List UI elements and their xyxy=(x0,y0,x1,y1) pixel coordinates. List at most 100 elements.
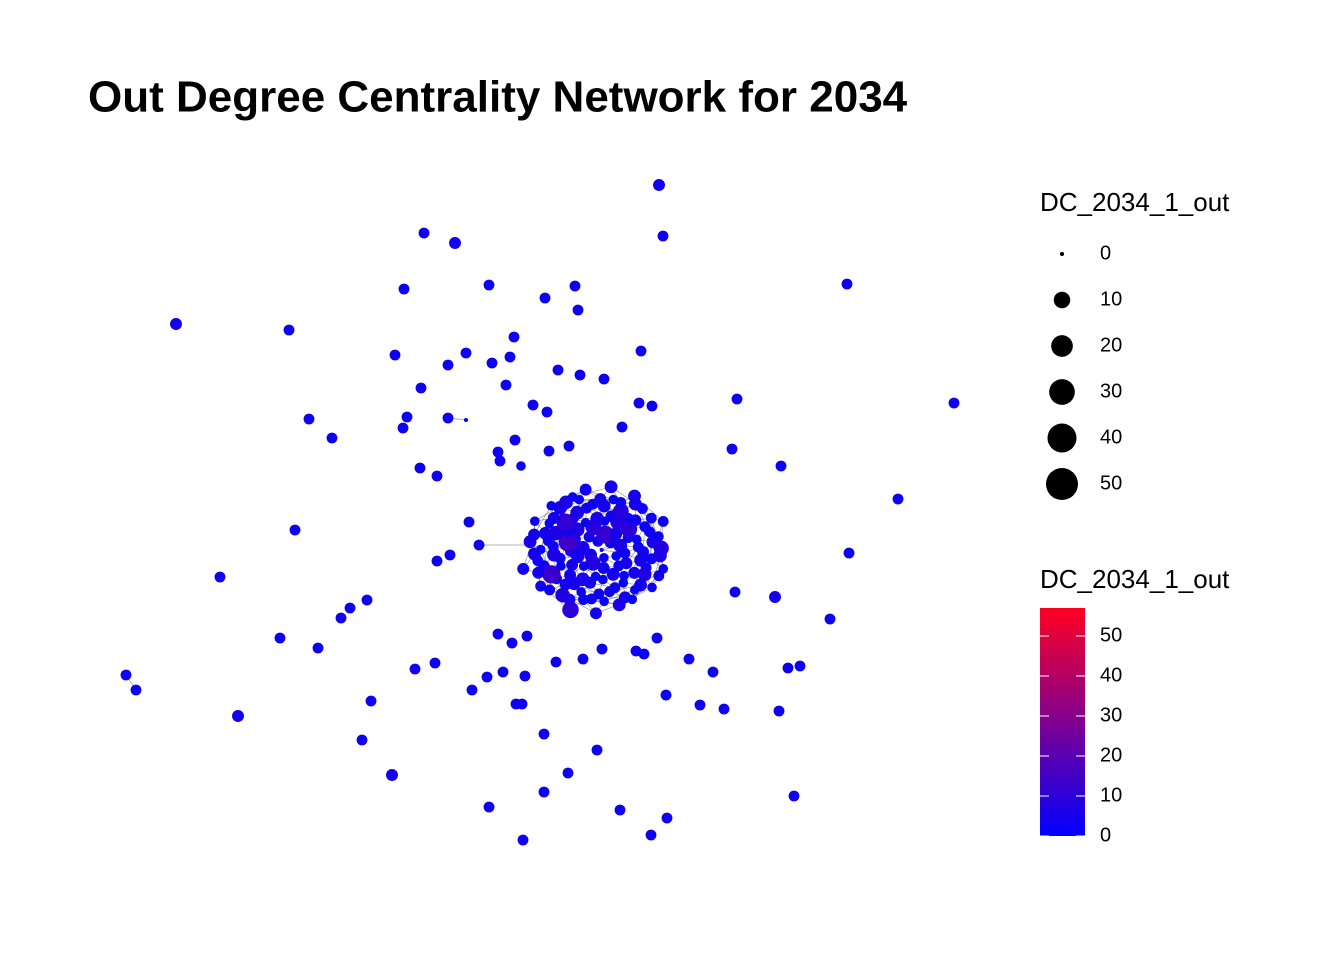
node xyxy=(283,324,295,336)
node xyxy=(414,462,426,474)
node xyxy=(578,561,589,571)
node xyxy=(647,582,657,593)
node xyxy=(612,598,626,612)
node xyxy=(481,671,493,683)
node xyxy=(547,512,560,524)
node xyxy=(401,411,413,423)
node xyxy=(303,413,315,425)
node xyxy=(365,695,377,707)
node xyxy=(631,534,642,545)
size-legend-label: 50 xyxy=(1100,472,1122,494)
size-legend-label: 20 xyxy=(1100,334,1122,356)
node xyxy=(552,364,564,376)
node xyxy=(627,594,638,605)
node xyxy=(580,517,591,528)
node xyxy=(559,578,572,591)
node xyxy=(539,292,551,304)
node xyxy=(483,279,495,291)
legend: 0 10 20 30 40 50 0 10 20 30 40 50 xyxy=(1040,242,1122,846)
node xyxy=(326,432,338,444)
node xyxy=(618,578,629,588)
nodes xyxy=(120,179,960,846)
node xyxy=(599,548,604,552)
node xyxy=(335,612,347,624)
node xyxy=(707,666,719,678)
node xyxy=(606,567,620,581)
node xyxy=(661,812,673,824)
node xyxy=(442,359,454,371)
node xyxy=(644,526,656,538)
node xyxy=(729,586,741,598)
node xyxy=(539,526,552,540)
node xyxy=(517,834,529,846)
node xyxy=(718,703,730,715)
node xyxy=(598,373,610,385)
node xyxy=(569,280,581,292)
node xyxy=(773,705,785,717)
node xyxy=(492,446,504,458)
node xyxy=(463,516,475,528)
node xyxy=(398,283,410,295)
node xyxy=(841,278,853,290)
node xyxy=(532,566,545,579)
node xyxy=(535,580,547,592)
node xyxy=(232,710,244,722)
node xyxy=(653,548,667,563)
node xyxy=(633,397,645,409)
node xyxy=(214,571,226,583)
node xyxy=(726,443,738,455)
color-legend-label: 40 xyxy=(1100,664,1122,686)
node xyxy=(170,318,182,330)
node xyxy=(289,524,301,536)
node xyxy=(550,656,562,668)
node xyxy=(577,653,589,665)
node xyxy=(646,400,658,412)
node xyxy=(558,532,578,552)
node xyxy=(546,500,557,511)
node xyxy=(386,769,398,781)
node xyxy=(574,369,586,381)
node xyxy=(585,555,601,571)
node xyxy=(538,728,550,740)
node xyxy=(543,445,555,457)
node xyxy=(579,483,592,496)
node xyxy=(509,434,521,446)
chart-title: Out Degree Centrality Network for 2034 xyxy=(88,73,908,122)
node xyxy=(567,492,578,502)
node xyxy=(782,662,794,674)
node xyxy=(542,565,561,584)
size-legend-title: DC_2034_1_out xyxy=(1040,187,1230,217)
node xyxy=(604,480,618,494)
node xyxy=(645,829,657,841)
node xyxy=(483,801,495,813)
node xyxy=(657,230,669,242)
node xyxy=(590,511,605,526)
node xyxy=(566,558,579,571)
node xyxy=(508,331,520,343)
node xyxy=(500,379,512,391)
node xyxy=(843,547,855,559)
node xyxy=(444,549,456,561)
node xyxy=(547,547,561,562)
node xyxy=(415,382,427,394)
node xyxy=(418,227,430,239)
node xyxy=(312,642,324,654)
node xyxy=(589,607,602,620)
node xyxy=(616,421,628,433)
node xyxy=(130,684,142,696)
node xyxy=(473,539,485,551)
node xyxy=(596,643,608,655)
node xyxy=(657,515,669,527)
node xyxy=(497,666,509,678)
node xyxy=(516,461,526,471)
size-legend-key xyxy=(1051,335,1073,357)
node xyxy=(731,393,743,405)
node xyxy=(948,397,960,409)
node xyxy=(638,648,650,660)
node xyxy=(788,790,800,802)
color-legend-label: 20 xyxy=(1100,744,1122,766)
color-legend-label: 10 xyxy=(1100,784,1122,806)
node xyxy=(563,440,575,452)
node xyxy=(637,546,650,558)
node xyxy=(556,561,566,571)
